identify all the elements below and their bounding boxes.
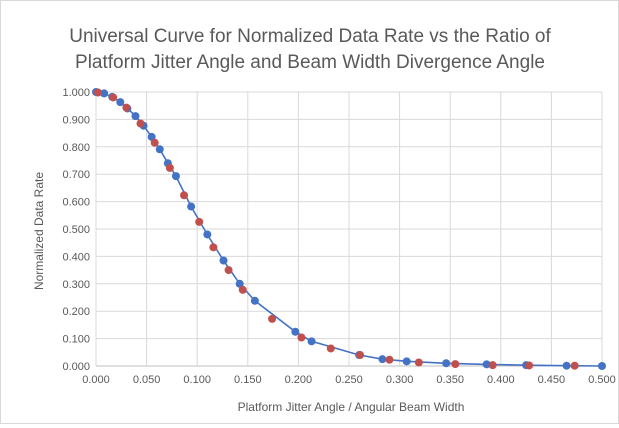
y-axis-ticks: 0.000 0.100 0.200 0.300 0.400 0.500 0.600 0.700… [62,87,90,373]
data-point [219,256,228,265]
x-tick-label: 0.200 [285,374,313,386]
data-point [598,362,606,370]
data-point [235,279,244,288]
x-tick-label: 0.500 [588,374,616,386]
data-point [268,314,277,323]
y-tick-label: 0.600 [62,197,90,209]
series-2 [94,88,579,370]
data-point [224,266,233,275]
data-point [451,360,460,369]
data-point [94,88,103,97]
data-point [187,202,196,211]
y-tick-label: 0.300 [62,279,90,291]
data-point [385,355,394,364]
data-point [131,112,140,121]
y-tick-label: 0.800 [62,142,90,154]
data-point [136,119,145,128]
chart-title-line-2: Platform Jitter Angle and Beam Width Div… [75,52,545,73]
x-tick-label: 0.100 [183,374,211,386]
data-point [150,138,159,147]
data-point [209,243,218,252]
x-axis-ticks: 0.000 0.050 0.100 0.150 0.200 0.250 0.300 0.350… [82,374,616,386]
data-point [482,360,491,369]
data-point [180,191,189,200]
data-point [562,361,571,370]
data-point [307,337,316,346]
chart-title-line-1: Universal Curve for Normalized Data Rate… [69,26,551,47]
data-point [356,351,365,360]
y-tick-label: 1.000 [62,87,90,99]
data-point [238,285,247,294]
data-point [203,230,212,239]
data-point [250,296,259,305]
data-point [414,358,423,367]
data-series [92,88,606,370]
x-tick-label: 0.050 [133,374,161,386]
y-tick-label: 0.400 [62,251,90,263]
data-point [291,327,300,336]
x-tick-label: 0.300 [386,374,414,386]
data-point [100,89,109,98]
y-tick-label: 0.200 [62,306,90,318]
data-point [116,98,125,107]
y-tick-label: 0.700 [62,169,90,181]
data-point [525,361,534,370]
data-point [378,355,387,364]
x-tick-label: 0.400 [487,374,515,386]
data-point [195,217,204,226]
data-point [171,172,180,181]
y-axis-title: Normalized Data Rate [32,172,46,290]
data-point [122,103,131,112]
data-point [165,163,174,172]
data-point [570,361,579,370]
x-tick-label: 0.450 [538,374,566,386]
data-point [488,361,497,370]
gridlines [95,91,603,367]
x-tick-label: 0.150 [234,374,262,386]
y-tick-label: 0.000 [62,361,90,373]
y-tick-label: 0.100 [62,334,90,346]
data-point [402,357,411,366]
x-tick-label: 0.000 [82,374,110,386]
data-point [297,333,306,342]
y-tick-label: 0.500 [62,224,90,236]
data-point [442,359,451,368]
x-tick-label: 0.250 [335,374,363,386]
data-point [109,93,118,102]
y-tick-label: 0.900 [62,114,90,126]
data-point [155,145,164,154]
data-point [326,344,335,353]
x-axis-title: Platform Jitter Angle / Angular Beam Wid… [238,400,465,414]
x-tick-label: 0.350 [436,374,464,386]
